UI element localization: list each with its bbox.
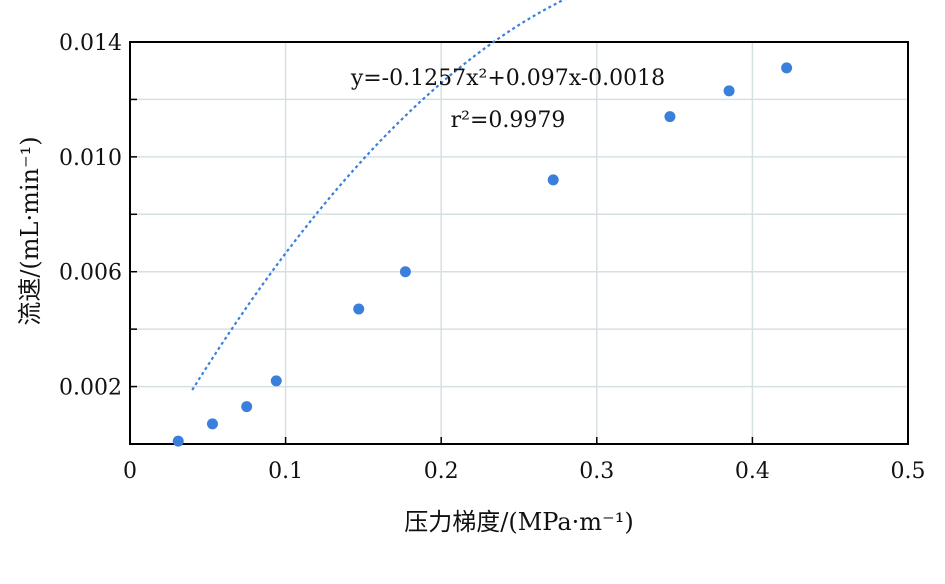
data-point bbox=[547, 174, 559, 186]
data-point bbox=[664, 111, 676, 123]
data-point bbox=[172, 435, 184, 447]
x-tick-label: 0.2 bbox=[424, 459, 459, 484]
fit-equation: y=-0.1257x²+0.097x-0.0018 bbox=[350, 66, 665, 91]
x-tick-label: 0.4 bbox=[735, 459, 770, 484]
y-axis-label: 流速/(mL·min⁻¹) bbox=[16, 136, 44, 325]
y-tick-label: 0.010 bbox=[59, 146, 122, 171]
data-point bbox=[270, 375, 282, 387]
x-tick-label: 0 bbox=[123, 459, 137, 484]
data-point bbox=[399, 266, 411, 278]
data-point bbox=[781, 62, 793, 74]
fit-r-squared: r²=0.9979 bbox=[451, 108, 566, 133]
y-tick-label: 0.006 bbox=[59, 261, 122, 286]
axis-ticks bbox=[129, 41, 909, 444]
tick-labels: 0 0.1 0.2 0.3 0.4 0.5 0.002 0.006 0.010 0.014 bbox=[59, 31, 925, 484]
grid-lines bbox=[130, 42, 908, 444]
data-points bbox=[172, 62, 793, 447]
data-point bbox=[241, 401, 253, 413]
x-tick-label: 0.5 bbox=[891, 459, 926, 484]
x-tick-label: 0.1 bbox=[268, 459, 303, 484]
y-tick-label: 0.002 bbox=[59, 376, 122, 401]
x-axis-label: 压力梯度/(MPa·m⁻¹) bbox=[404, 508, 633, 536]
fit-curve bbox=[191, 0, 566, 391]
y-tick-label: 0.014 bbox=[59, 31, 122, 56]
x-tick-label: 0.3 bbox=[579, 459, 614, 484]
data-point bbox=[353, 303, 365, 315]
data-point bbox=[206, 418, 218, 430]
data-point bbox=[723, 85, 735, 97]
plot-frame bbox=[129, 41, 909, 445]
